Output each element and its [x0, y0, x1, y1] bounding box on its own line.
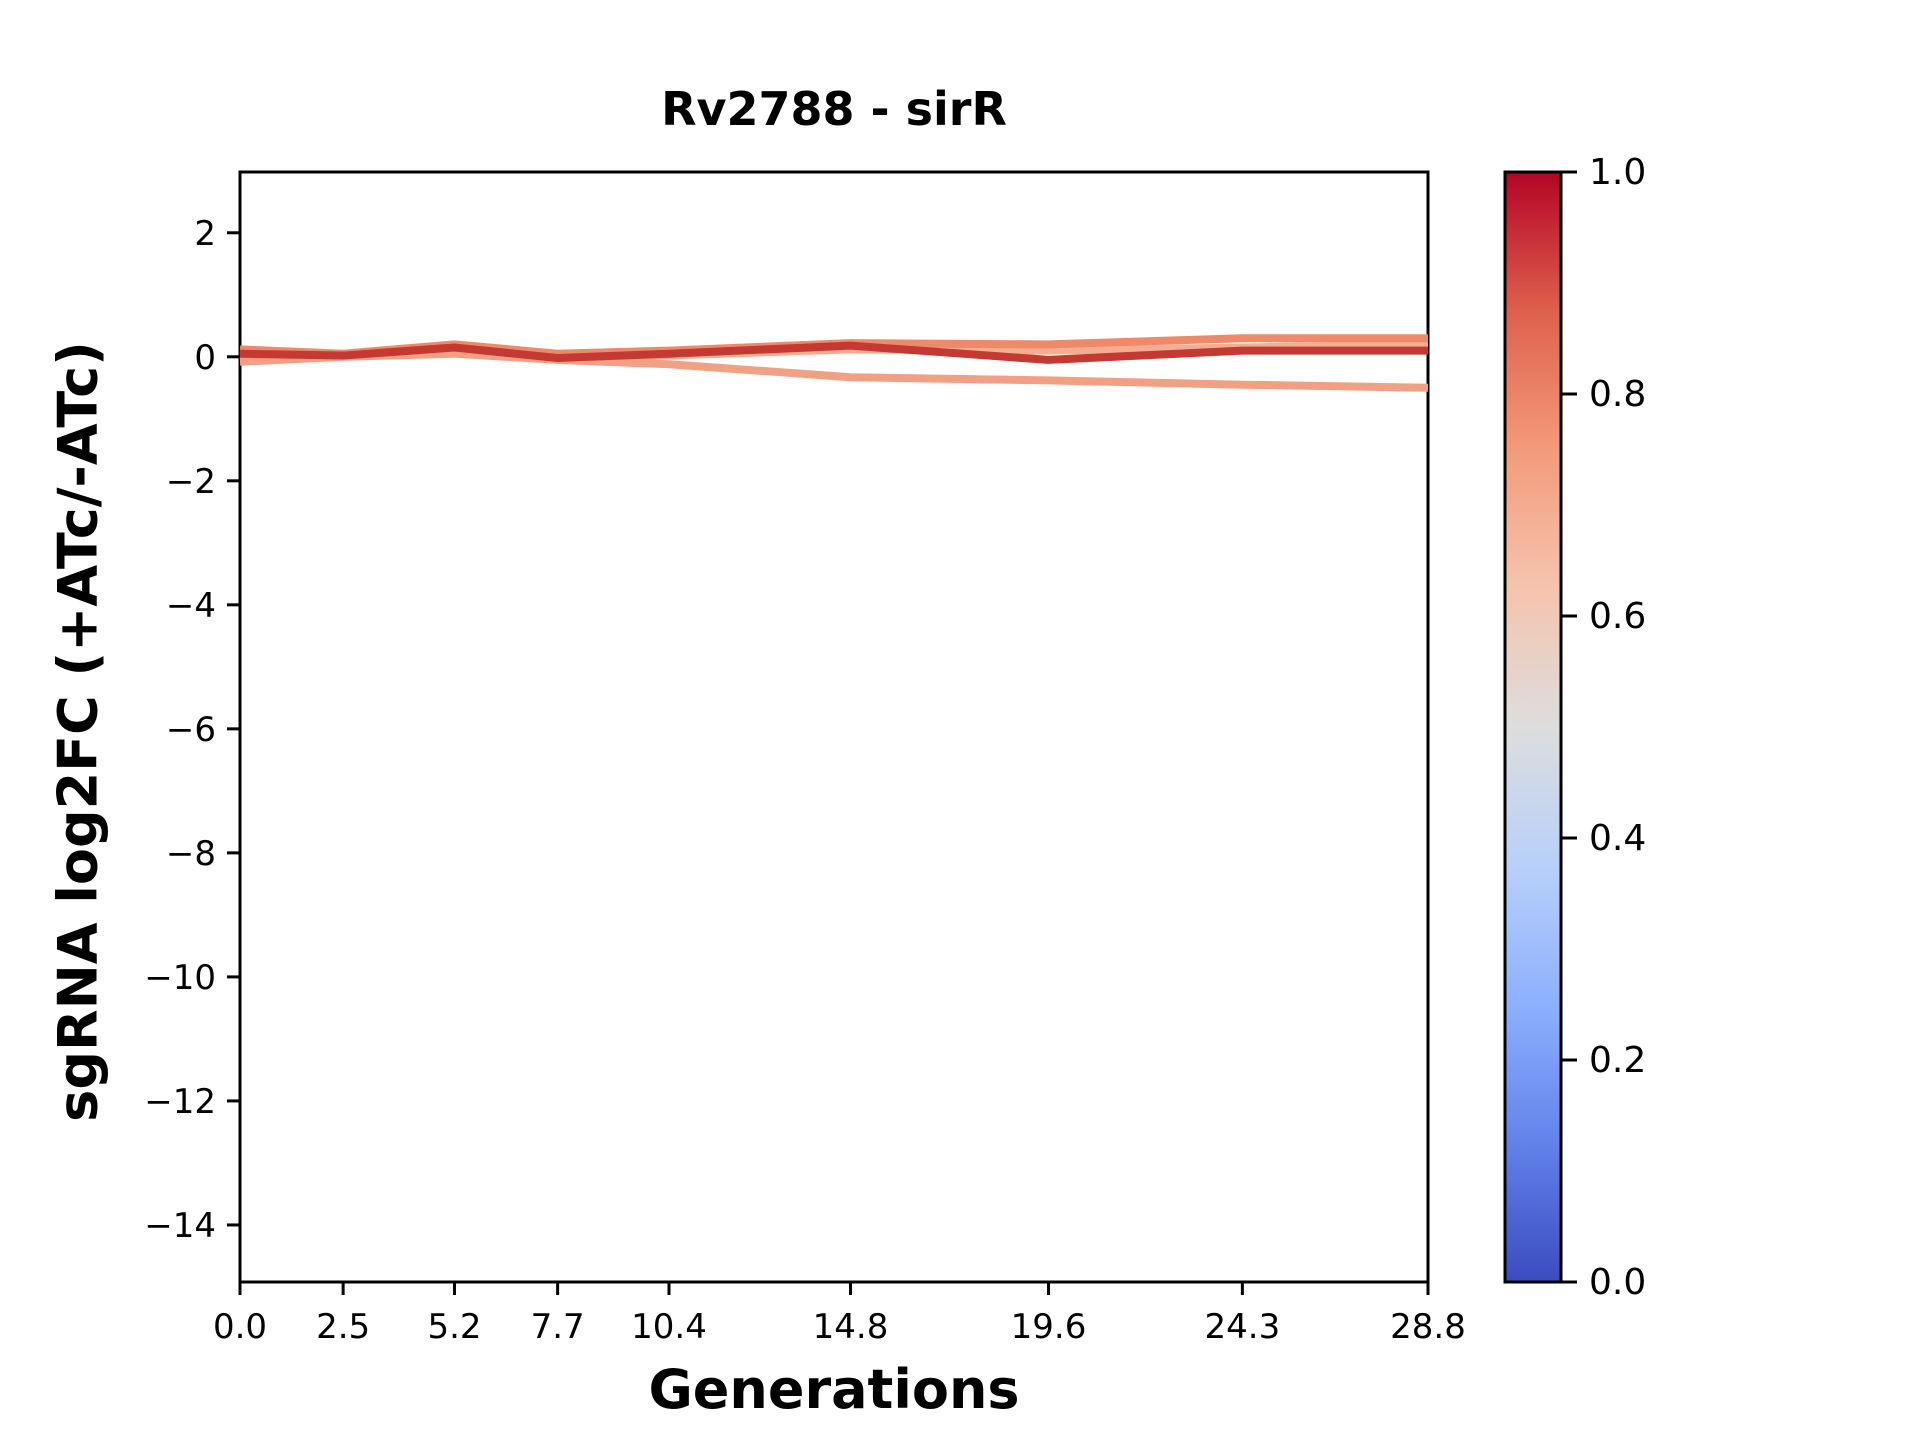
- x-tick-label: 10.4: [631, 1307, 707, 1347]
- y-tick-label: −4: [166, 586, 216, 626]
- y-tick-label: −14: [144, 1206, 216, 1246]
- y-tick-label: −12: [144, 1082, 216, 1122]
- x-tick-label: 7.7: [531, 1307, 585, 1347]
- y-tick-label: −2: [166, 462, 216, 502]
- x-tick-label: 5.2: [427, 1307, 481, 1347]
- series-line-sgRNA-4: [239, 349, 1429, 392]
- x-tick-label: 28.8: [1390, 1307, 1466, 1347]
- series-line-sgRNA-1: [239, 341, 1428, 364]
- chart-title: Rv2788 - sirR: [661, 82, 1007, 136]
- x-axis-label: Generations: [648, 1358, 1020, 1421]
- colorbar-tick-label: 0.6: [1589, 596, 1646, 637]
- x-tick-label: 24.3: [1205, 1307, 1281, 1347]
- colorbar-tick-label: 0.2: [1589, 1040, 1646, 1081]
- y-tick-label: −6: [166, 710, 216, 750]
- colorbar-tick-label: 0.8: [1589, 374, 1646, 415]
- y-tick-label: 2: [194, 214, 216, 254]
- y-tick-label: −8: [166, 834, 216, 874]
- colorbar-tick-label: 0.0: [1589, 1262, 1646, 1303]
- colorbar-outline: [1503, 170, 1563, 1284]
- x-tick-label: 2.5: [316, 1307, 370, 1347]
- colorbar-gradient: [1505, 172, 1561, 1282]
- y-tick-label: −10: [144, 958, 216, 998]
- colorbar-tick-label: 1.0: [1589, 152, 1646, 193]
- x-tick-label: 0.0: [213, 1307, 267, 1347]
- y-tick-label: 0: [194, 338, 216, 378]
- colorbar-tick-label: 0.4: [1589, 818, 1646, 859]
- x-tick-label: 14.8: [813, 1307, 889, 1347]
- x-tick-label: 19.6: [1011, 1307, 1087, 1347]
- axes-spines: [238, 170, 1430, 1284]
